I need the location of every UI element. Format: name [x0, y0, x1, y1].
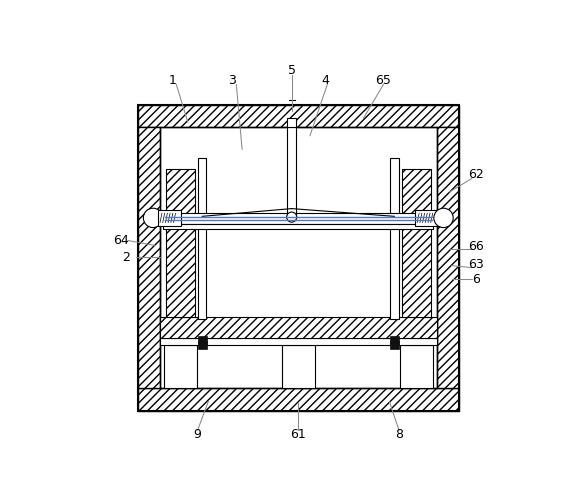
Ellipse shape [143, 208, 163, 227]
Bar [436, 127, 459, 388]
Bar [160, 127, 436, 388]
Text: 3: 3 [229, 74, 236, 87]
Bar [197, 341, 207, 349]
Bar [163, 213, 434, 224]
Bar [402, 169, 431, 317]
Bar [282, 345, 315, 388]
Text: 66: 66 [469, 240, 484, 253]
Bar [163, 224, 434, 229]
Text: 6: 6 [473, 273, 480, 286]
Bar [390, 341, 399, 349]
Bar [137, 388, 459, 411]
Bar [288, 127, 296, 218]
Bar [198, 158, 207, 319]
Text: 63: 63 [469, 259, 484, 271]
Text: 2: 2 [122, 250, 130, 264]
Bar [197, 336, 207, 345]
Text: 5: 5 [288, 63, 296, 76]
Text: 4: 4 [321, 74, 329, 87]
Bar [137, 127, 160, 388]
Bar [166, 169, 195, 317]
Text: 9: 9 [194, 428, 201, 441]
Text: 64: 64 [113, 234, 129, 247]
Bar [288, 118, 296, 127]
Circle shape [287, 212, 297, 222]
Ellipse shape [434, 208, 453, 227]
Bar [158, 210, 182, 226]
Bar [390, 336, 399, 345]
Bar [160, 127, 436, 388]
Bar [400, 345, 432, 388]
Bar [164, 345, 197, 388]
Bar [137, 105, 459, 411]
Text: 62: 62 [469, 168, 484, 181]
Text: 1: 1 [168, 74, 176, 87]
Text: 8: 8 [395, 428, 403, 441]
Bar [160, 317, 436, 338]
Bar [137, 105, 459, 127]
Bar [160, 338, 436, 345]
Bar [415, 210, 438, 226]
Text: 61: 61 [290, 428, 306, 441]
Bar [390, 158, 399, 319]
Text: 65: 65 [375, 74, 392, 87]
